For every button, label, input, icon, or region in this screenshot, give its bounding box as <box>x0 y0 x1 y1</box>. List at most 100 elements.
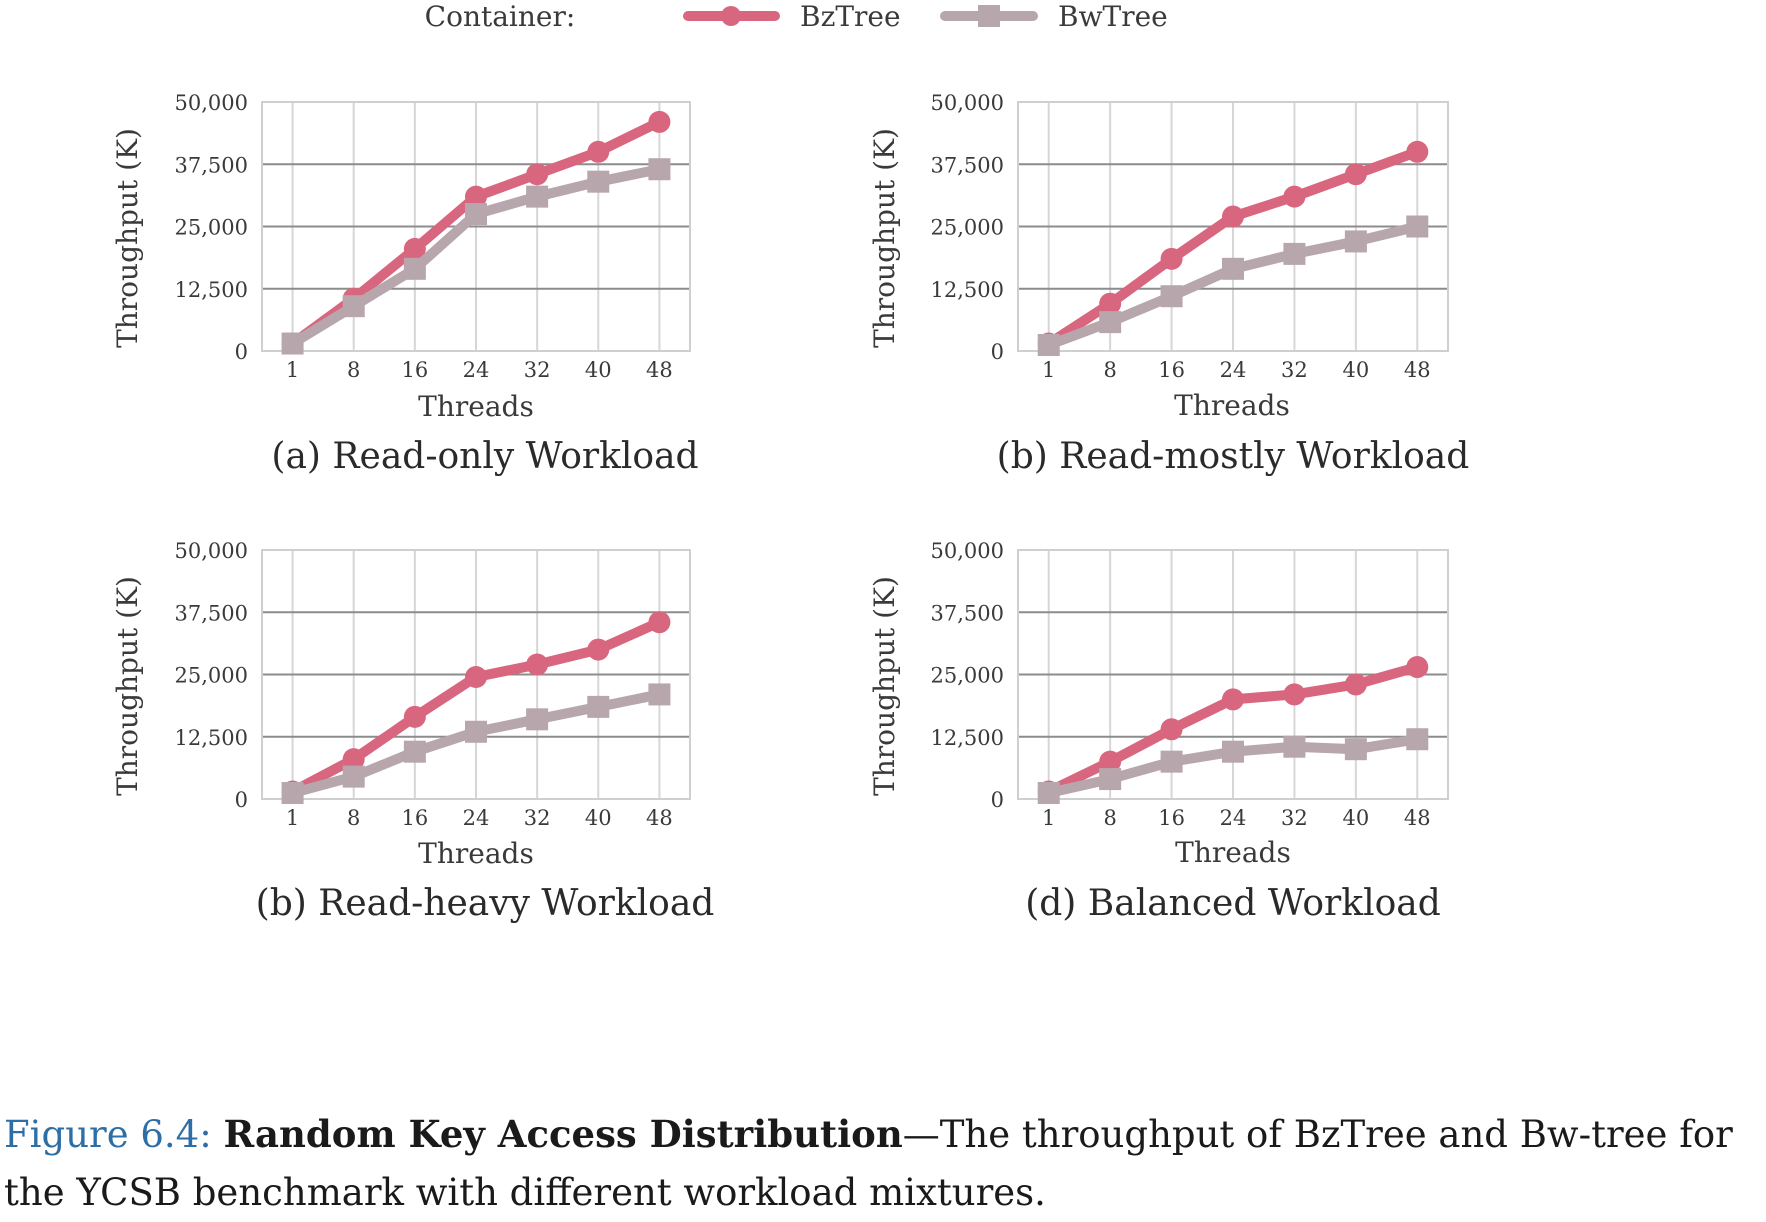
bztree-point <box>587 140 610 163</box>
y-tick-label: 50,000 <box>175 91 248 115</box>
bztree-point <box>1344 673 1367 696</box>
bztree-point <box>587 638 610 661</box>
legend-bwtree-marker <box>978 5 1000 27</box>
bwtree-point <box>403 740 426 763</box>
legend: Container: BzTree BwTree <box>0 0 1766 40</box>
y-tick-label: 12,500 <box>931 726 1004 750</box>
y-tick-label: 0 <box>991 788 1004 812</box>
chart-title: (d) Balanced Workload <box>1025 883 1441 924</box>
x-tick-label: 16 <box>1158 358 1185 382</box>
bztree-point <box>1099 750 1122 773</box>
y-tick-label: 25,000 <box>175 664 248 688</box>
x-tick-label: 8 <box>1103 806 1116 830</box>
bwtree-point <box>281 332 304 355</box>
bwtree-point <box>1344 230 1367 253</box>
bztree-point <box>465 665 487 688</box>
y-tick-label: 50,000 <box>175 539 248 563</box>
x-tick-label: 24 <box>1220 806 1247 830</box>
bztree-point <box>403 237 426 260</box>
x-tick-label: 1 <box>1042 806 1055 830</box>
x-tick-label: 40 <box>1342 358 1369 382</box>
bwtree-point <box>648 683 671 706</box>
chart-svg-c: 0 12,500 25,000 37,500 50,000 1 8 16 24 32 40 48 Thr… <box>111 539 715 924</box>
y-tick-label: 0 <box>235 340 248 364</box>
y-axis-label: Throughput (K) <box>111 576 144 796</box>
legend-bztree-marker <box>721 6 741 26</box>
bztree-point <box>465 185 487 208</box>
bwtree-point <box>1406 728 1429 751</box>
x-tick-label: 8 <box>347 806 360 830</box>
legend-entry-bwtree: BwTree <box>940 0 1168 33</box>
chart-title: (a) Read-only Workload <box>271 436 698 477</box>
chart-title: (b) Read-heavy Workload <box>256 883 715 924</box>
y-axis-label: Throughput (K) <box>868 128 901 348</box>
x-tick-label: 16 <box>401 806 428 830</box>
bwtree-point <box>1160 285 1183 308</box>
bwtree-point <box>526 185 549 208</box>
x-tick-label: 48 <box>646 806 673 830</box>
y-tick-label: 12,500 <box>175 726 248 750</box>
y-tick-label: 37,500 <box>175 153 248 177</box>
x-tick-label: 32 <box>524 806 551 830</box>
x-tick-label: 48 <box>1404 806 1431 830</box>
x-axis-label: Threads <box>1175 836 1291 869</box>
x-tick-label: 48 <box>646 358 673 382</box>
series-bwtree <box>1037 728 1429 805</box>
figure-caption: Figure 6.4: Random Key Access Distributi… <box>4 1105 1759 1222</box>
bztree-point <box>1406 140 1429 163</box>
bwtree-point <box>587 170 610 193</box>
x-axis-label: Threads <box>418 390 534 423</box>
x-tick-label: 1 <box>1042 358 1055 382</box>
bwtree-point <box>281 782 304 805</box>
x-tick-label: 40 <box>585 358 612 382</box>
bztree-point <box>1222 205 1244 228</box>
x-tick-label: 24 <box>463 806 490 830</box>
legend-bztree-label: BzTree <box>800 0 901 33</box>
caption-text: —The throughput of BzTree and Bw-tree fo… <box>4 1113 1733 1214</box>
bztree-point <box>1283 683 1306 706</box>
y-tick-label: 50,000 <box>931 91 1004 115</box>
plot-frame <box>1017 101 1449 352</box>
chart-svg-a: 0 12,500 25,000 37,500 50,000 1 8 16 24 32 40 48 Thr… <box>111 91 699 477</box>
x-tick-label: 48 <box>1404 358 1431 382</box>
x-tick-label: 24 <box>1220 358 1247 382</box>
chart-svg-d: 0 12,500 25,000 37,500 50,000 1 8 16 24 32 40 48 Thr… <box>868 539 1449 924</box>
x-tick-label: 8 <box>1103 358 1116 382</box>
bwtree-point <box>465 720 487 743</box>
chart-title: (b) Read-mostly Workload <box>997 436 1470 477</box>
caption-label: Figure 6.4: <box>4 1113 212 1156</box>
x-tick-label: 8 <box>347 358 360 382</box>
bztree-point <box>1406 656 1429 679</box>
x-tick-label: 32 <box>1281 358 1308 382</box>
y-tick-label: 12,500 <box>931 278 1004 302</box>
bwtree-point <box>342 295 365 318</box>
bztree-point <box>1160 718 1183 741</box>
x-axis-label: Threads <box>1174 389 1290 422</box>
bztree-point <box>342 748 365 771</box>
series-bwtree <box>281 158 671 355</box>
series-bztree <box>1037 656 1429 803</box>
y-tick-label: 37,500 <box>931 153 1004 177</box>
bwtree-point <box>403 257 426 280</box>
bztree-point <box>1344 163 1367 186</box>
y-tick-label: 0 <box>991 340 1004 364</box>
bztree-point <box>1160 247 1183 270</box>
chart-svg-b: 0 12,500 25,000 37,500 50,000 1 8 16 24 32 40 48 Thr… <box>868 91 1470 477</box>
legend-entry-bztree: BzTree <box>683 0 901 33</box>
caption-title: Random Key Access Distribution <box>223 1112 903 1156</box>
plot-frame <box>261 101 691 352</box>
x-tick-label: 40 <box>585 806 612 830</box>
bztree-point <box>403 705 426 728</box>
plot-frame <box>1017 549 1449 800</box>
bztree-point <box>648 110 671 133</box>
y-axis-label: Throughput (K) <box>868 576 901 796</box>
y-tick-label: 25,000 <box>175 216 248 240</box>
series-bztree <box>281 611 671 803</box>
bwtree-point <box>1283 242 1306 265</box>
bwtree-point <box>648 158 671 181</box>
y-tick-label: 12,500 <box>175 278 248 302</box>
bwtree-point <box>1160 750 1183 773</box>
bwtree-point <box>587 695 610 718</box>
y-tick-label: 37,500 <box>175 601 248 625</box>
y-axis-label: Throughput (K) <box>111 128 144 348</box>
